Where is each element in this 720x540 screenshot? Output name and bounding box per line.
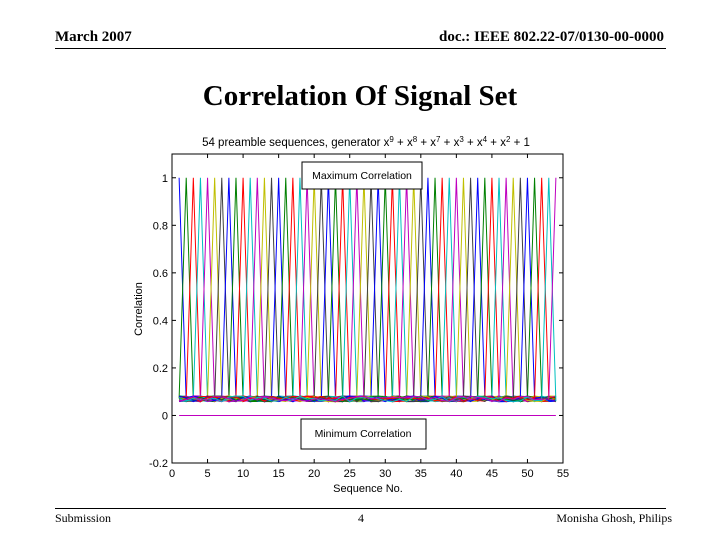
x-tick-label: 10 [237,468,249,480]
y-tick-label: 1 [162,173,168,185]
series-lines [178,177,557,416]
x-tick-label: 40 [450,468,462,480]
x-tick-label: 35 [415,468,427,480]
y-tick-label: 0.2 [153,363,168,375]
x-tick-label: 30 [379,468,391,480]
x-tick-label: 5 [204,468,210,480]
x-tick-label: 15 [273,468,285,480]
y-tick-label: 0 [162,410,168,422]
y-tick-label: -0.2 [149,458,168,470]
slide-title: Correlation Of Signal Set [202,80,518,112]
x-tick-label: 0 [169,468,175,480]
y-axis-label: Correlation [133,282,145,336]
page-number: 4 [358,511,364,525]
y-tick-label: 0.4 [153,315,168,327]
annotation-max: Maximum Correlation [312,170,412,182]
legend-max-box: Maximum Correlation [301,161,423,190]
header-rule [55,48,666,49]
x-tick-label: 45 [486,468,498,480]
header-date: March 2007 [55,29,132,45]
series-line-54 [178,177,557,402]
annotation-min: Minimum Correlation [315,428,412,440]
plot-frame [171,153,564,464]
x-tick-label: 25 [344,468,356,480]
header-doc-id: doc.: IEEE 802.22-07/0130-00-0000 [439,29,664,45]
x-tick-label: 20 [308,468,320,480]
footer-left: Submission [55,511,112,525]
footer-author: Monisha Ghosh, Philips [556,511,672,525]
x-axis-label: Sequence No. [333,483,403,495]
chart-title: 54 preamble sequences, generator x9 + x8… [202,135,530,149]
series-line-50 [178,177,556,403]
x-tick-label: 50 [521,468,533,480]
axes: 0 5 10 15 20 25 30 35 40 45 50 55-0.200.20.40.60.81 [149,154,569,480]
y-tick-label: 0.6 [153,268,168,280]
x-tick-label: 55 [557,468,569,480]
legend-min-box: Minimum Correlation [300,418,427,450]
footer-rule [55,508,666,509]
y-tick-label: 0.8 [153,220,168,232]
